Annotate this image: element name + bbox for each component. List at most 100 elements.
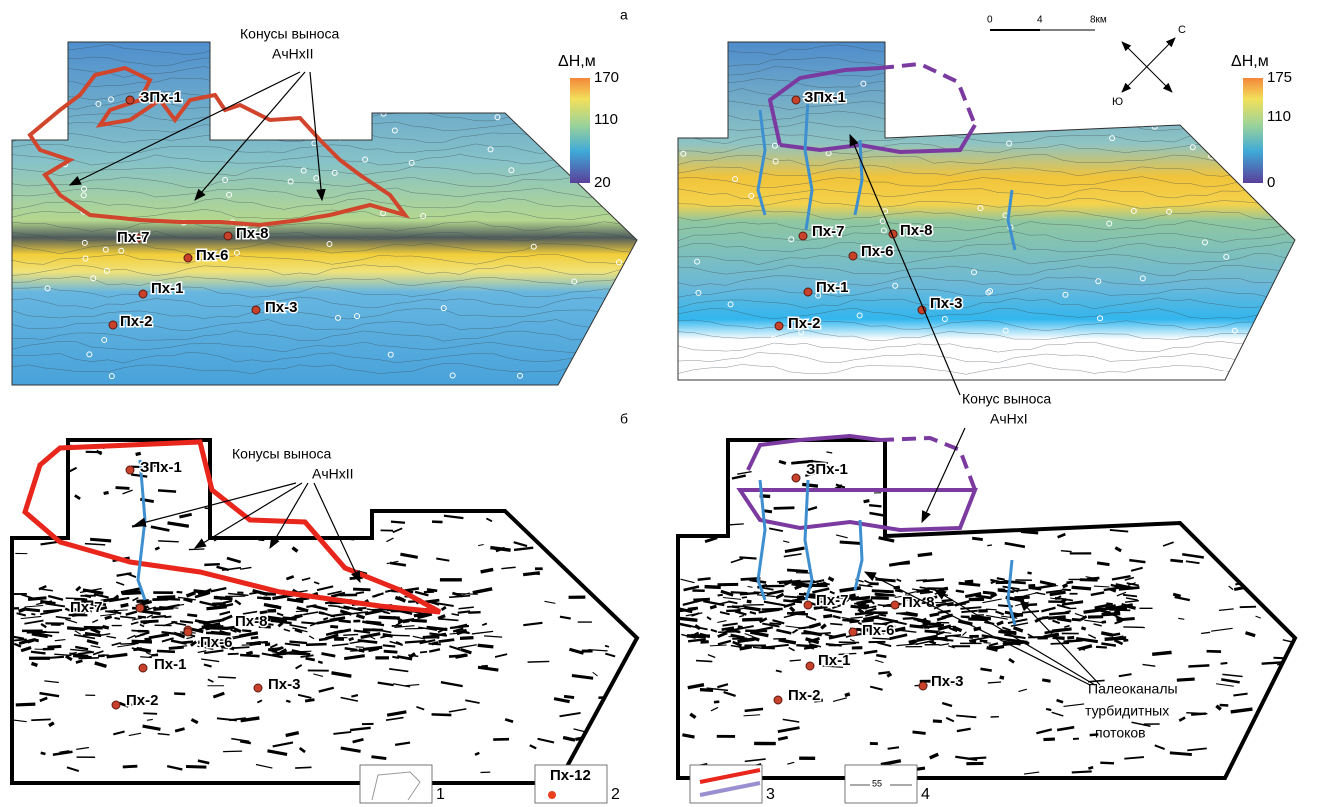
seismic-anomaly bbox=[132, 641, 152, 642]
seismic-anomaly bbox=[1006, 456, 1028, 459]
seismic-anomaly bbox=[384, 651, 398, 652]
contour-label bbox=[1049, 63, 1054, 68]
seismic-anomaly bbox=[983, 592, 995, 593]
seismic-anomaly bbox=[405, 641, 426, 642]
seismic-anomaly bbox=[1042, 617, 1049, 618]
seismic-anomaly bbox=[560, 557, 575, 560]
seismic-anomaly bbox=[331, 514, 350, 515]
seismic-anomaly bbox=[1240, 607, 1256, 608]
contour-label bbox=[1187, 64, 1192, 69]
seismic-anomaly bbox=[770, 623, 782, 624]
seismic-anomaly bbox=[1155, 480, 1166, 483]
seismic-anomaly bbox=[286, 701, 290, 702]
seismic-anomaly bbox=[1072, 771, 1092, 772]
well-marker bbox=[252, 306, 260, 314]
well-marker bbox=[775, 322, 783, 330]
annotation: Конусы выноса bbox=[240, 26, 339, 42]
seismic-anomaly bbox=[136, 453, 141, 454]
seismic-anomaly bbox=[45, 502, 67, 503]
seismic-anomaly bbox=[629, 512, 636, 513]
seismic-anomaly bbox=[702, 485, 714, 487]
well-label: Пх-6 bbox=[196, 247, 228, 264]
well-marker bbox=[139, 290, 147, 298]
seismic-anomaly bbox=[605, 559, 621, 560]
seismic-anomaly bbox=[532, 456, 544, 457]
seismic-anomaly bbox=[143, 713, 157, 714]
well-marker bbox=[112, 701, 120, 709]
seismic-anomaly bbox=[872, 607, 876, 608]
seismic-anomaly bbox=[830, 624, 842, 625]
well-label: Пх-1 bbox=[154, 656, 186, 673]
well-label: Пх-8 bbox=[900, 222, 932, 239]
seismic-anomaly bbox=[123, 766, 138, 767]
well-marker bbox=[799, 232, 807, 240]
seismic-anomaly bbox=[410, 465, 416, 466]
seismic-anomaly bbox=[1148, 504, 1156, 506]
contour-label bbox=[549, 138, 554, 143]
seismic-anomaly bbox=[878, 672, 889, 673]
well-label: Пх-2 bbox=[788, 315, 820, 332]
contour-label bbox=[1279, 270, 1284, 275]
seismic-anomaly bbox=[875, 594, 895, 596]
well-label: Пх-3 bbox=[930, 295, 962, 312]
seismic-anomaly bbox=[432, 471, 440, 472]
seismic-anomaly bbox=[235, 485, 239, 487]
annotation: Палеоканалы bbox=[1088, 681, 1178, 697]
map-fill bbox=[678, 42, 1295, 380]
seismic-anomaly bbox=[847, 595, 855, 597]
seismic-anomaly bbox=[688, 479, 701, 480]
seismic-anomaly bbox=[60, 752, 70, 754]
seismic-anomaly bbox=[377, 473, 390, 475]
seismic-anomaly bbox=[180, 621, 193, 622]
colorbar bbox=[1243, 78, 1263, 183]
figure: а б 0 4 8км С Ю ЗПх-1Пх-7Пх-8Пх-6Пх-1Пх-… bbox=[0, 0, 1322, 807]
colorbar-title: ΔH,м bbox=[558, 53, 596, 70]
seismic-anomaly bbox=[705, 587, 721, 588]
seismic-anomaly bbox=[1133, 452, 1150, 453]
seismic-anomaly bbox=[157, 597, 175, 598]
seismic-anomaly bbox=[528, 661, 550, 662]
seismic-anomaly bbox=[1288, 722, 1308, 725]
seismic-anomaly bbox=[78, 658, 98, 659]
seismic-anomaly bbox=[1034, 499, 1039, 500]
well-label: Пх-8 bbox=[236, 225, 268, 242]
contour-label bbox=[1148, 79, 1153, 84]
seismic-anomaly bbox=[187, 615, 197, 616]
seismic-anomaly bbox=[353, 589, 370, 590]
contour-label bbox=[350, 77, 355, 82]
seismic-anomaly bbox=[371, 491, 387, 492]
seismic-anomaly bbox=[933, 721, 942, 722]
seismic-anomaly bbox=[116, 488, 130, 489]
well-label: Пх-7 bbox=[816, 592, 848, 609]
seismic-anomaly bbox=[1062, 599, 1066, 601]
seismic-anomaly bbox=[26, 609, 40, 611]
seismic-anomaly bbox=[566, 528, 579, 531]
seismic-anomaly bbox=[265, 644, 270, 645]
seismic-anomaly bbox=[48, 657, 64, 658]
seismic-anomaly bbox=[211, 477, 229, 478]
annotation: Конус выноса bbox=[962, 391, 1051, 407]
seismic-anomaly bbox=[1102, 622, 1106, 623]
seismic-anomaly bbox=[204, 564, 219, 565]
seismic-anomaly bbox=[691, 476, 708, 478]
seismic-anomaly bbox=[1087, 578, 1099, 579]
legend-number: 3 bbox=[766, 786, 775, 803]
seismic-anomaly bbox=[732, 607, 740, 608]
seismic-anomaly bbox=[444, 465, 461, 468]
seismic-anomaly bbox=[1225, 557, 1233, 561]
seismic-anomaly bbox=[1246, 519, 1265, 520]
contour-label bbox=[624, 356, 629, 361]
annotation: потоков bbox=[1095, 725, 1146, 741]
seismic-anomaly bbox=[614, 592, 633, 595]
seismic-anomaly bbox=[1101, 633, 1113, 635]
seismic-anomaly bbox=[1177, 679, 1195, 680]
seismic-anomaly bbox=[1095, 454, 1100, 457]
seismic-anomaly bbox=[443, 470, 458, 474]
seismic-anomaly bbox=[1067, 582, 1073, 583]
seismic-anomaly bbox=[1011, 452, 1015, 455]
seismic-anomaly bbox=[1234, 767, 1255, 768]
seismic-anomaly bbox=[523, 486, 534, 488]
seismic-anomaly bbox=[1072, 587, 1091, 589]
seismic-anomaly bbox=[619, 762, 631, 765]
colorbar bbox=[570, 78, 590, 183]
